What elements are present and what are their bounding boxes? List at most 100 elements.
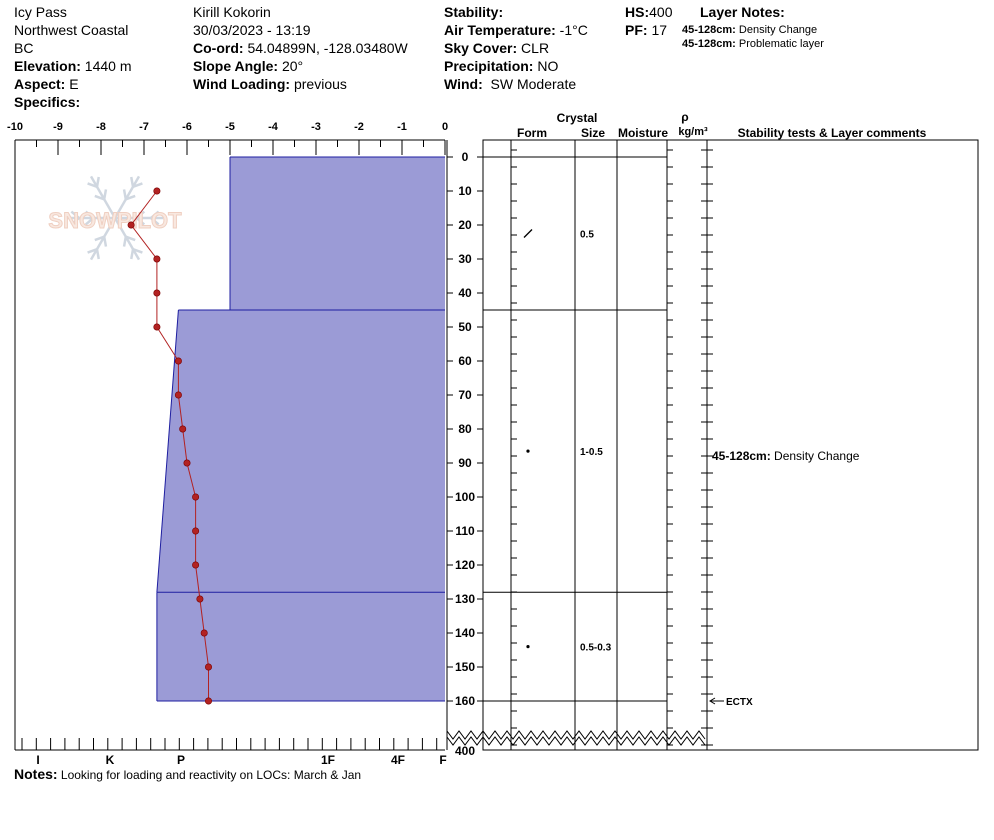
depth-tick-label: 120 bbox=[455, 558, 475, 572]
snowflake-branch bbox=[132, 182, 143, 188]
temperature-point bbox=[192, 527, 200, 535]
temperature-tick-label: 0 bbox=[442, 121, 448, 133]
depth-break-zigzag bbox=[446, 730, 706, 740]
hardness-tick-label: P bbox=[177, 753, 185, 767]
hardness-layer bbox=[156, 592, 445, 701]
col-crystal: Crystal bbox=[557, 111, 598, 125]
temperature-tick-label: -9 bbox=[53, 121, 63, 133]
layer-note-range: 45-128cm: bbox=[682, 24, 736, 36]
precip-value: NO bbox=[537, 58, 559, 74]
temperature-point bbox=[153, 187, 161, 195]
snowflake-branch bbox=[125, 194, 136, 201]
wind-loading-row: Wind Loading: previous bbox=[193, 75, 408, 93]
snowflake-icon bbox=[67, 175, 163, 261]
hs-pf-block: HS:400 PF: 17 bbox=[625, 3, 672, 39]
coord-value: 54.04899N, -128.03480W bbox=[247, 40, 408, 56]
precip-row: Precipitation: NO bbox=[444, 57, 588, 75]
temperature-point bbox=[196, 595, 204, 603]
snowflake-branch bbox=[135, 210, 146, 219]
temperature-tick-label: -1 bbox=[397, 121, 407, 133]
aspect-row: Aspect: E bbox=[14, 75, 132, 93]
slope-row: Slope Angle: 20° bbox=[193, 57, 408, 75]
aspect-label: Aspect: bbox=[14, 76, 66, 92]
sky-row: Sky Cover: CLR bbox=[444, 39, 588, 57]
layer-table: Crystal Form Size Moisture ρ kg/m³ Stabi… bbox=[446, 110, 979, 751]
depth-tick-label: 100 bbox=[455, 490, 475, 504]
layer-notes-title: Layer Notes: bbox=[700, 3, 785, 21]
temperature-point bbox=[153, 255, 161, 263]
elevation-label: Elevation: bbox=[14, 58, 81, 74]
snowflake-branch bbox=[70, 210, 80, 219]
snowflake-branch bbox=[94, 235, 105, 242]
stability-test-arrowhead bbox=[709, 697, 716, 705]
hardness-tick-label: 1F bbox=[321, 753, 335, 767]
snowflake-branch bbox=[95, 248, 100, 260]
datetime: 30/03/2023 - 13:19 bbox=[193, 22, 311, 38]
grain-form-icon bbox=[526, 645, 530, 649]
temperature-point bbox=[205, 697, 213, 705]
layer-note-text: Density Change bbox=[738, 24, 818, 36]
hs-label: HS: bbox=[625, 4, 650, 20]
province: BC bbox=[14, 40, 34, 56]
snowflake-branch bbox=[150, 217, 160, 226]
notes-text: Looking for loading and reactivity on LO… bbox=[60, 768, 362, 782]
snowflake-branch bbox=[70, 217, 80, 226]
hardness-layers bbox=[156, 156, 445, 702]
temperature-tick-label: -5 bbox=[225, 121, 235, 133]
temperature-point bbox=[174, 357, 182, 365]
depth-tick-label: 30 bbox=[458, 252, 472, 266]
snowflake-branch bbox=[87, 182, 98, 188]
snowflake-branch bbox=[87, 248, 98, 254]
air-temp-row: Air Temperature: -1°C bbox=[444, 21, 588, 39]
pf-label: PF: bbox=[625, 22, 648, 38]
specifics-row: Specifics: bbox=[14, 93, 132, 111]
hardness-layer bbox=[230, 157, 445, 310]
col-density-unit: kg/m³ bbox=[678, 126, 708, 138]
snowflake-branch bbox=[130, 248, 135, 260]
snowflake-branch bbox=[102, 236, 108, 247]
grain-size: 0.5 bbox=[580, 230, 594, 241]
temperature-point bbox=[127, 221, 135, 229]
temperature-point bbox=[205, 663, 213, 671]
location-name: Icy Pass bbox=[14, 4, 67, 20]
snowflake-arm bbox=[89, 175, 117, 219]
depth-bottom-label: 400 bbox=[455, 744, 475, 758]
temperature-tick-label: -4 bbox=[268, 121, 279, 133]
snowflake-branch bbox=[130, 176, 135, 188]
stability-row: Stability: bbox=[444, 3, 588, 21]
layer-note-range: 45-128cm: bbox=[682, 38, 736, 50]
hardness-tick-label: F bbox=[439, 753, 446, 767]
depth-tick-label: 140 bbox=[455, 626, 475, 640]
snowflake-branch bbox=[132, 248, 143, 254]
layer-comment-text: Density Change bbox=[774, 449, 860, 463]
hardness-tick-label: I bbox=[36, 753, 39, 767]
temperature-tick-label: -8 bbox=[96, 121, 106, 133]
sky-label: Sky Cover: bbox=[444, 40, 518, 56]
col-form: Form bbox=[517, 126, 547, 140]
wind-label: Wind: bbox=[444, 76, 483, 92]
depth-tick-label: 20 bbox=[458, 218, 472, 232]
depth-tick-label: 50 bbox=[458, 320, 472, 334]
snowflake-branch bbox=[135, 217, 146, 226]
temperature-profile bbox=[127, 187, 213, 705]
hs-value: 400 bbox=[649, 4, 673, 20]
depth-tick-label: 90 bbox=[458, 456, 472, 470]
layer-note-text: Problematic layer bbox=[738, 38, 824, 50]
col-rho: ρ bbox=[681, 110, 688, 124]
col-size: Size bbox=[581, 126, 605, 140]
depth-tick-label: 60 bbox=[458, 354, 472, 368]
region: Northwest Coastal bbox=[14, 22, 129, 38]
layer-comment-range: 45-128cm: bbox=[712, 449, 774, 463]
snowflake-branch bbox=[94, 194, 105, 201]
temperature-tick-label: -3 bbox=[311, 121, 321, 133]
layer-comment: 45-128cm: Density Change bbox=[712, 449, 860, 463]
depth-axis: 0 10 20 30 40 50 60 70 80 90 100 110 120 130 140 150 160… bbox=[446, 140, 484, 758]
temperature-tick-label: -7 bbox=[139, 121, 149, 133]
grain-size: 1-0.5 bbox=[580, 447, 603, 458]
depth-break-zigzag bbox=[446, 736, 706, 746]
pf-row: PF: 17 bbox=[625, 21, 672, 39]
temperature-tick-label: -10 bbox=[7, 121, 23, 133]
layer-notes-title-text: Layer Notes: bbox=[700, 4, 785, 20]
grain-form-icon bbox=[523, 229, 533, 238]
